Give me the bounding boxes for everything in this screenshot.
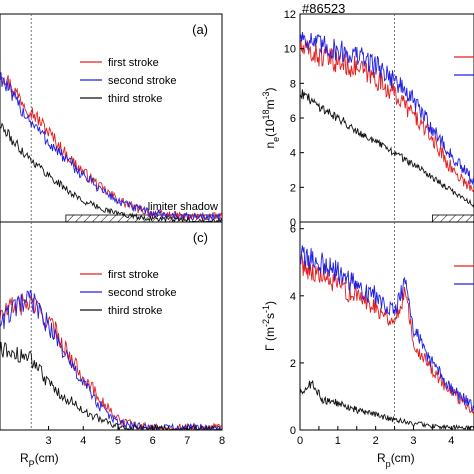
y-tick-label: 2 bbox=[290, 358, 296, 370]
y-axis-title: ne(1018m-3) bbox=[261, 87, 281, 148]
limiter-shadow-label: limiter shadow bbox=[148, 201, 218, 213]
series-line-third-stroke bbox=[300, 89, 474, 208]
legend-entry: first stroke bbox=[108, 57, 159, 69]
plot-frame bbox=[0, 221, 223, 431]
shot-number-label: #86523 bbox=[302, 1, 345, 16]
plot-frame bbox=[299, 221, 474, 431]
y-tick-label: 12 bbox=[284, 9, 296, 21]
series-line-third-stroke bbox=[0, 341, 222, 430]
x-tick-label: 1 bbox=[335, 435, 341, 447]
series-line-first-stroke bbox=[0, 293, 222, 430]
panel-c: 3 4 5 6 7 8 (c) first stroke second stroke third … bbox=[0, 221, 225, 469]
x-tick-label: 4 bbox=[80, 435, 86, 447]
x-tick-label: 2 bbox=[373, 435, 379, 447]
legend-entry: second stroke bbox=[108, 287, 176, 299]
panel-d: 0 2 4 6 0 1 2 3 4 Γ (m-2s-1) Rp(cm) bbox=[261, 221, 474, 469]
y-tick-label: 6 bbox=[290, 113, 296, 125]
y-tick-label: 2 bbox=[290, 182, 296, 194]
series-line-second-stroke bbox=[300, 32, 474, 186]
y-tick-label: 10 bbox=[284, 44, 296, 56]
series-line-first-stroke bbox=[300, 253, 474, 416]
x-tick-label: 3 bbox=[410, 435, 416, 447]
x-tick-label: 3 bbox=[46, 435, 52, 447]
limiter-shadow-hatch bbox=[431, 214, 474, 223]
series-line-first-stroke bbox=[0, 73, 222, 222]
panel-label: (c) bbox=[193, 230, 208, 245]
x-tick-label: 8 bbox=[219, 435, 225, 447]
legend-entry: third stroke bbox=[108, 305, 162, 317]
x-tick-label: 5 bbox=[115, 435, 121, 447]
y-tick-label: 0 bbox=[290, 425, 296, 437]
panel-a: limiter shadow (a) first stroke second stro… bbox=[0, 13, 223, 223]
series-line-second-stroke bbox=[300, 245, 474, 413]
y-tick-label: 8 bbox=[290, 78, 296, 90]
series-line-second-stroke bbox=[0, 289, 222, 430]
y-tick-label: 0 bbox=[290, 217, 296, 229]
panel-b: 0 2 4 6 8 10 12 #86523 ne(1018m-3) bbox=[261, 1, 474, 229]
y-tick-label: 4 bbox=[290, 148, 296, 160]
panel-label: (a) bbox=[192, 22, 208, 37]
x-tick-label: 4 bbox=[448, 435, 454, 447]
y-axis-title: Γ (m-2s-1) bbox=[261, 301, 277, 351]
x-tick-label: 6 bbox=[150, 435, 156, 447]
x-axis-title: Rp(cm) bbox=[377, 451, 415, 469]
series-line-second-stroke bbox=[0, 72, 222, 222]
series-line-third-stroke bbox=[0, 122, 222, 222]
y-tick-label: 6 bbox=[290, 224, 296, 236]
legend-entry: second stroke bbox=[108, 75, 176, 87]
x-axis-title: RP(cm) bbox=[20, 451, 59, 469]
x-tick-label: 7 bbox=[184, 435, 190, 447]
series-line-third-stroke bbox=[300, 380, 474, 430]
legend-entry: first stroke bbox=[108, 269, 159, 281]
series-line-first-stroke bbox=[300, 39, 474, 193]
plot-frame bbox=[299, 13, 474, 223]
x-tick-label: 0 bbox=[297, 435, 303, 447]
y-tick-label: 4 bbox=[290, 291, 296, 303]
legend-entry: third stroke bbox=[108, 93, 162, 105]
